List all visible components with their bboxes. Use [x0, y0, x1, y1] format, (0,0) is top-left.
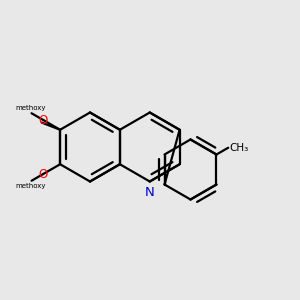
Text: CH₃: CH₃: [230, 143, 249, 153]
Text: O: O: [39, 167, 48, 181]
Text: methoxy: methoxy: [16, 183, 46, 189]
Text: O: O: [39, 113, 48, 127]
Text: N: N: [145, 186, 154, 199]
Text: methoxy: methoxy: [16, 105, 46, 111]
